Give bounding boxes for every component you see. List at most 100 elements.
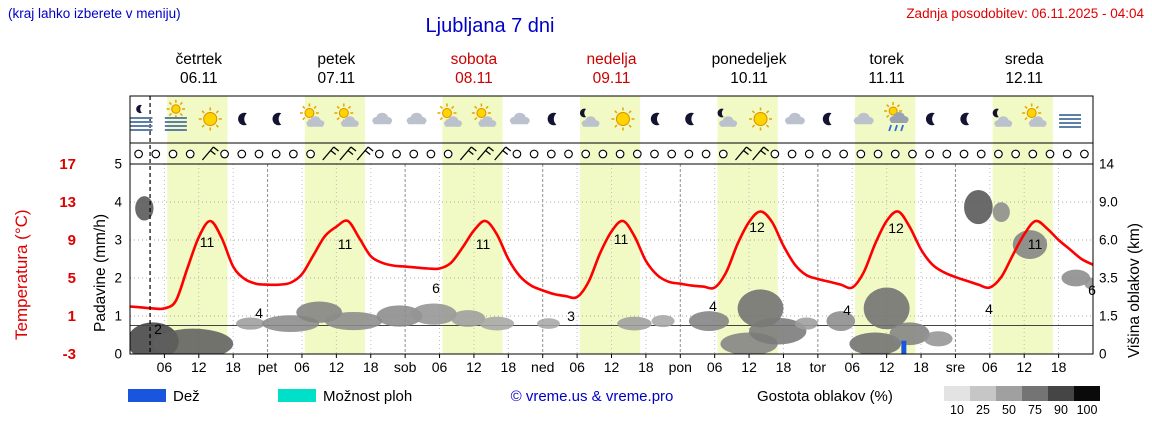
density-swatch-25 xyxy=(970,386,996,401)
weather-icon-cloud-sun xyxy=(334,103,359,127)
wind-calm-icon xyxy=(632,149,642,159)
density-tick-label: 75 xyxy=(1028,403,1042,417)
wind-calm-icon xyxy=(134,149,143,159)
weather-icon-cloud xyxy=(853,112,874,125)
copyright-link[interactable]: © vreme.us & vreme.pro xyxy=(510,388,674,405)
temperature-value-label: 12 xyxy=(749,219,765,235)
day-header-10.11: ponedeljek 10.11 xyxy=(674,50,824,88)
wind-calm-icon xyxy=(289,149,298,159)
x-tick-hour-label: 12 xyxy=(1016,359,1032,375)
temperature-value-label: 6 xyxy=(432,280,440,296)
cloud-layer-blob xyxy=(992,202,1010,223)
x-tick-hour-label: 18 xyxy=(913,359,929,375)
wind-calm-icon xyxy=(185,149,195,159)
cloud-layer-blob xyxy=(688,311,730,331)
wind-calm-icon xyxy=(701,149,711,159)
wind-calm-icon xyxy=(598,149,608,159)
wind-calm-icon xyxy=(718,149,728,159)
day-header-12.11: sreda 12.11 xyxy=(949,50,1099,88)
cloud-layer-blob xyxy=(152,328,234,354)
cloud-density-label: Gostota oblakov (%) xyxy=(757,388,893,405)
day-date: 11.11 xyxy=(868,70,905,87)
svg-text:4: 4 xyxy=(114,195,122,210)
x-tick-day-label: pet xyxy=(258,359,278,375)
day-header-11.11: torek 11.11 xyxy=(812,50,962,88)
cloud-layer-blob xyxy=(863,287,910,330)
cloud-layer-blob xyxy=(737,289,784,328)
wind-calm-icon xyxy=(976,149,986,159)
weather-icon-moon xyxy=(238,112,247,126)
wind-calm-icon xyxy=(667,149,677,159)
wind-barb-icon xyxy=(322,146,340,161)
day-name: torek xyxy=(869,51,904,68)
wind-calm-icon xyxy=(443,149,453,159)
weather-icon-cloud-sun xyxy=(437,103,463,127)
weather-icon-cloud-moon xyxy=(992,108,1013,127)
x-tick-hour-label: 12 xyxy=(741,359,757,375)
rain-bar xyxy=(901,340,907,354)
cloud-layer-blob xyxy=(849,332,901,354)
temperature-value-label: 6 xyxy=(1088,282,1096,298)
wind-calm-icon xyxy=(650,149,659,159)
wind-calm-icon xyxy=(254,149,264,159)
cloud-layer-blob xyxy=(794,317,818,330)
wind-calm-icon xyxy=(1045,149,1055,159)
svg-text:9.0: 9.0 xyxy=(1099,195,1118,210)
x-tick-day-label: pon xyxy=(669,359,692,375)
temperature-value-label: 3 xyxy=(567,308,575,324)
wind-calm-icon xyxy=(994,149,1003,159)
wind-calm-icon xyxy=(374,149,384,159)
svg-text:5: 5 xyxy=(68,270,76,287)
wind-barb-icon xyxy=(201,146,219,161)
wind-barb-icon xyxy=(752,146,770,161)
day-date: 09.11 xyxy=(592,70,631,87)
wind-calm-icon xyxy=(1062,149,1072,159)
day-header-06.11: četrtek 06.11 xyxy=(124,50,274,88)
day-header-09.11: nedelja 09.11 xyxy=(537,50,687,88)
x-tick-hour-label: 18 xyxy=(776,359,792,375)
time-axis: 06 12 18 pet 06 12 18 sob 06 12 18 ned 06 12 18 pon 06 12… xyxy=(157,354,1067,375)
temperature-value-label: 4 xyxy=(843,302,851,318)
svg-text:14: 14 xyxy=(1099,157,1115,172)
weather-icon-cloud xyxy=(406,112,427,125)
wind-calm-icon xyxy=(168,149,178,159)
rain-legend-label: Dež xyxy=(173,388,200,405)
temperature-value-label: 11 xyxy=(476,236,491,252)
showers-legend-swatch xyxy=(278,389,316,402)
wind-calm-icon xyxy=(925,149,934,159)
x-tick-hour-label: 18 xyxy=(501,359,517,375)
wind-calm-icon xyxy=(564,149,573,159)
wind-calm-icon xyxy=(873,149,883,159)
wind-calm-icon xyxy=(237,149,247,159)
weather-icon-fog xyxy=(1059,114,1082,128)
x-tick-hour-label: 12 xyxy=(329,359,345,375)
density-tick-label: 100 xyxy=(1076,403,1098,417)
cloud-layer-blob xyxy=(479,316,515,331)
wind-calm-icon xyxy=(822,149,831,159)
showers-legend-label: Možnost ploh xyxy=(323,388,413,405)
wind-calm-icon xyxy=(220,149,229,159)
wind-calm-icon xyxy=(908,149,917,159)
page-title: Ljubljana 7 dni xyxy=(425,15,555,37)
wind-barb-icon xyxy=(494,146,512,161)
temperature-value-label: 2 xyxy=(154,321,162,337)
day-date: 08.11 xyxy=(455,70,493,87)
weather-icon-fog-sun xyxy=(164,99,187,131)
svg-text:17: 17 xyxy=(59,156,76,173)
temperature-value-label: 4 xyxy=(985,301,993,317)
location-menu-hint: (kraj lahko izberete v meniju) xyxy=(8,6,181,21)
weather-icon-fog-moon xyxy=(130,104,153,131)
wind-calm-icon xyxy=(151,149,161,159)
wind-barb-icon xyxy=(339,146,357,161)
weather-icon-sun xyxy=(611,107,635,131)
daylight-band xyxy=(167,96,228,354)
density-tick-label: 50 xyxy=(1002,403,1016,417)
x-tick-day-label: tor xyxy=(810,359,827,375)
temperature-value-label: 11 xyxy=(614,231,629,247)
svg-text:1: 1 xyxy=(68,308,76,325)
weather-icon-cloud-sun xyxy=(299,103,325,127)
wind-calm-icon xyxy=(770,149,780,159)
last-update-text: Zadnja posodobitev: 06.11.2025 - 04:04 xyxy=(906,6,1144,21)
weather-icon-cloud xyxy=(784,112,805,125)
